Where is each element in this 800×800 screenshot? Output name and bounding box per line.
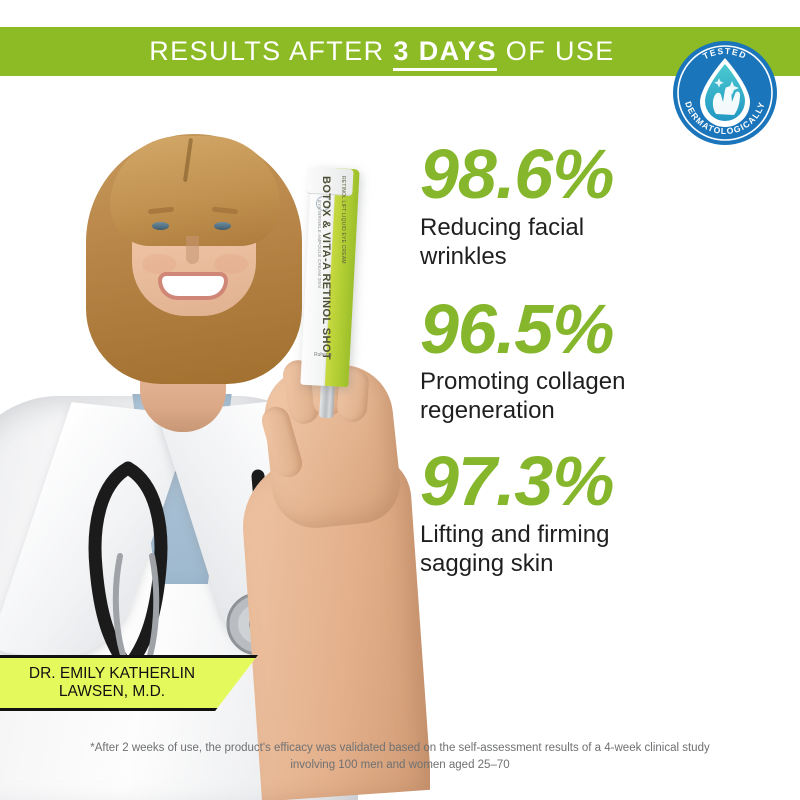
doctor-name-banner: DR. EMILY KATHERLIN LAWSEN, M.D. xyxy=(0,655,258,711)
svg-text:TESTED: TESTED xyxy=(701,46,748,61)
stat-label-line2: regeneration xyxy=(420,397,555,425)
product-nozzle xyxy=(319,383,335,419)
product-seal-icon xyxy=(316,196,331,211)
stat-label: Promoting collagen regeneration xyxy=(420,367,780,425)
doctor-product-photo xyxy=(0,76,430,800)
stat-value: 96.5% xyxy=(420,289,614,368)
stat-label: Reducing facial wrinkles xyxy=(420,213,780,271)
doctor-name-line2: LAWSEN, M.D. xyxy=(58,683,166,700)
header-band: RESULTS AFTER 3 DAYS OF USE xyxy=(0,27,800,76)
eye-right xyxy=(214,222,231,230)
page-title: RESULTS AFTER 3 DAYS OF USE xyxy=(149,36,615,71)
disclaimer-line2: involving 100 men and women aged 25–70 xyxy=(290,759,510,771)
doctor-name-line1: DR. EMILY KATHERLIN xyxy=(28,665,196,682)
hair-front xyxy=(110,136,280,246)
product-side-label: EYE WRINKLE AMPOULE CREAM 20ml xyxy=(317,200,322,289)
product-brand-label: Ruhenn xyxy=(314,352,332,358)
smile-mouth xyxy=(162,276,224,296)
doctor-name: DR. EMILY KATHERLIN LAWSEN, M.D. xyxy=(29,665,195,701)
eye-left xyxy=(152,222,169,230)
stat-value: 98.6% xyxy=(420,135,614,213)
stat-label-line2: sagging skin xyxy=(420,549,554,577)
stat-label-line1: Lifting and firming xyxy=(420,520,610,548)
results-stats-list: 98.6% Reducing facial wrinkles 96.5% Prom… xyxy=(420,135,780,604)
stat-block-lifting: 97.3% Lifting and firming sagging skin xyxy=(420,442,780,578)
header-highlight: 3 DAYS xyxy=(393,36,497,71)
cheek-right xyxy=(214,254,248,274)
disclaimer-footer: *After 2 weeks of use, the product's eff… xyxy=(0,740,800,774)
cheek-left xyxy=(142,254,176,274)
badge-text-top: TESTED xyxy=(701,46,747,61)
disclaimer-line1: *After 2 weeks of use, the product's eff… xyxy=(90,742,710,754)
stat-label-line1: Reducing facial xyxy=(420,213,585,241)
stat-label-line1: Promoting collagen xyxy=(420,368,626,396)
header-prefix: RESULTS AFTER xyxy=(149,36,394,66)
dermatologically-tested-badge: DERMATOLOGICALLY TESTED xyxy=(672,40,778,146)
stat-label: Lifting and firming sagging skin xyxy=(420,520,780,578)
stat-block-wrinkles: 98.6% Reducing facial wrinkles xyxy=(420,135,780,271)
stat-value: 97.3% xyxy=(420,442,614,521)
stat-label-line2: wrinkles xyxy=(420,242,507,270)
stat-block-collagen: 96.5% Promoting collagen regeneration xyxy=(420,289,780,426)
product-subtitle-label: RETINOL LIFT LIQUID EYE CREAM xyxy=(340,176,346,264)
nose xyxy=(186,236,199,264)
badge-icon: DERMATOLOGICALLY TESTED xyxy=(673,41,777,145)
header-suffix: OF USE xyxy=(496,36,615,66)
